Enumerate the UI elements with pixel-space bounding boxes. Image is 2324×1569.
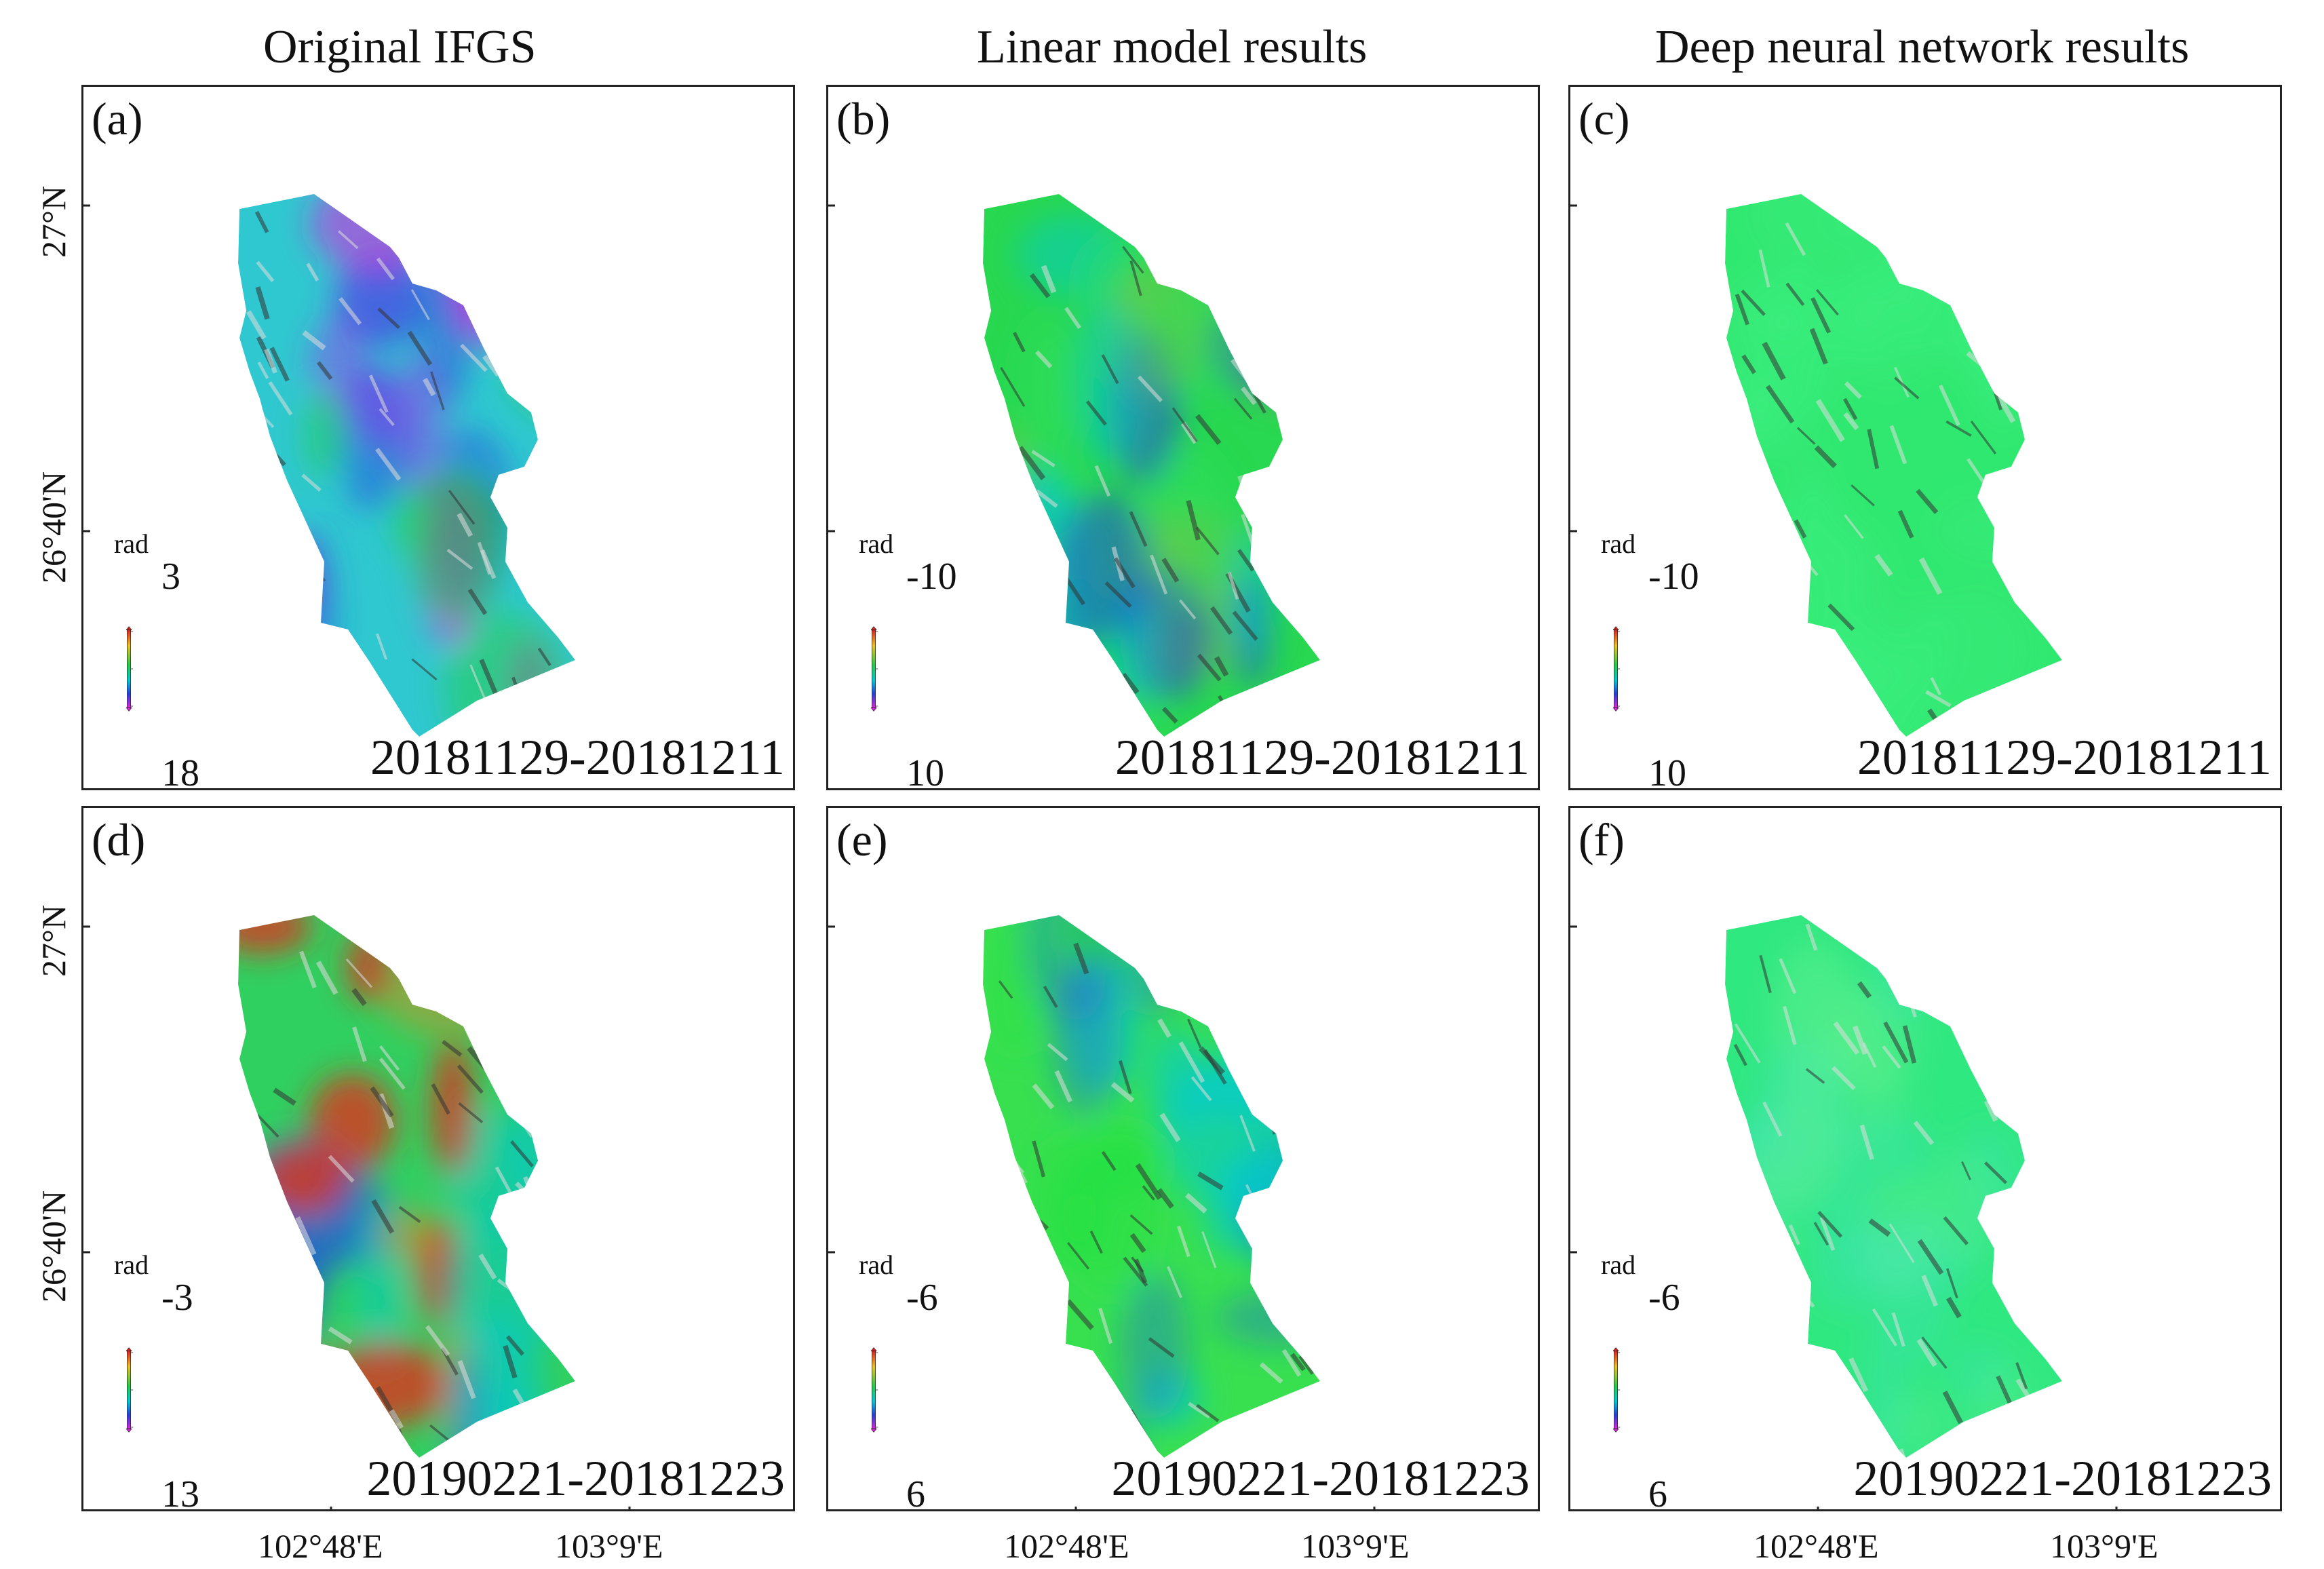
colorbar-max-label: -3 xyxy=(161,1277,193,1319)
lon-label-f: 103°9'E xyxy=(2050,1527,2158,1565)
date-range-label: 20181129-20181211 xyxy=(1115,730,1530,786)
map-panel: (d) 20190221-20181223 rad -3 13 xyxy=(81,806,795,1511)
colorbar-max-label: 3 xyxy=(161,556,180,598)
colorbar-max-label: -10 xyxy=(1648,556,1699,598)
panel-label: (b) xyxy=(836,93,891,144)
lat-label-2640n-top: 26°40'N xyxy=(35,471,73,583)
colorbar-max-label: -10 xyxy=(906,556,957,598)
colorbar-gradient xyxy=(126,626,134,712)
colorbar-min-label: 18 xyxy=(161,752,199,790)
lon-label-a: 102°48'E xyxy=(258,1527,383,1565)
date-range-label: 20181129-20181211 xyxy=(370,730,785,786)
panel-label: (a) xyxy=(92,93,143,144)
colorbar: rad -3 13 xyxy=(114,1249,250,1509)
colorbar-unit-label: rad xyxy=(114,1250,149,1280)
colorbar-gradient xyxy=(126,1347,134,1433)
colorbar-gradient xyxy=(1613,626,1621,712)
interferogram-map xyxy=(83,915,631,1509)
lon-label-b: 103°9'E xyxy=(555,1527,663,1565)
colorbar: rad -10 10 xyxy=(859,528,994,788)
lon-label-e: 102°48'E xyxy=(1754,1527,1879,1565)
date-range-label: 20190221-20181223 xyxy=(1853,1451,2272,1507)
column-title-dnn: Deep neural network results xyxy=(1655,21,2190,73)
interferogram-map xyxy=(828,915,1376,1509)
interferogram-map xyxy=(828,194,1320,737)
colorbar-min-label: 10 xyxy=(906,752,944,790)
panel-label: (f) xyxy=(1579,814,1625,866)
colorbar-min-label: 6 xyxy=(1648,1473,1667,1511)
colorbar-max-label: -6 xyxy=(906,1277,938,1319)
interferogram-map xyxy=(83,194,575,737)
colorbar-gradient xyxy=(1613,1347,1621,1433)
interferogram-map xyxy=(1570,915,2118,1509)
panel-label: (c) xyxy=(1579,93,1630,144)
colorbar-min-label: 13 xyxy=(161,1473,199,1511)
colorbar-unit-label: rad xyxy=(1601,1250,1636,1280)
panel-label: (e) xyxy=(836,814,888,866)
lon-label-c: 102°48'E xyxy=(1004,1527,1129,1565)
colorbar-unit-label: rad xyxy=(114,528,149,559)
map-panel: (f) 20190221-20181223 rad -6 6 xyxy=(1568,806,2282,1511)
lat-label-27n-top: 27°N xyxy=(35,185,73,258)
colorbar: rad 3 18 xyxy=(114,528,250,788)
colorbar-max-label: -6 xyxy=(1648,1277,1680,1319)
date-range-label: 20190221-20181223 xyxy=(366,1451,785,1507)
map-panel: (a) 20181129-20181211 rad 3 18 xyxy=(81,85,795,790)
colorbar-unit-label: rad xyxy=(1601,528,1636,559)
colorbar-unit-label: rad xyxy=(859,528,894,559)
date-range-label: 20190221-20181223 xyxy=(1111,1451,1530,1507)
colorbar: rad -6 6 xyxy=(1601,1249,1737,1509)
column-title-original: Original IFGS xyxy=(263,21,537,73)
colorbar-gradient xyxy=(871,626,878,712)
interferogram-map xyxy=(1570,194,2062,737)
map-panel: (e) 20190221-20181223 rad -6 6 xyxy=(826,806,1540,1511)
colorbar: rad -10 10 xyxy=(1601,528,1737,788)
lat-label-2640n-bottom: 26°40'N xyxy=(35,1190,73,1302)
colorbar-min-label: 6 xyxy=(906,1473,925,1511)
colorbar-gradient xyxy=(871,1347,878,1433)
colorbar-min-label: 10 xyxy=(1648,752,1686,790)
map-panel: (c) 20181129-20181211 rad -10 10 xyxy=(1568,85,2282,790)
colorbar-unit-label: rad xyxy=(859,1250,894,1280)
map-panel: (b) 20181129-20181211 rad -10 10 xyxy=(826,85,1540,790)
column-title-linear: Linear model results xyxy=(977,21,1368,73)
lon-label-d: 103°9'E xyxy=(1301,1527,1410,1565)
panel-label: (d) xyxy=(92,814,146,866)
lat-label-27n-bottom: 27°N xyxy=(35,904,73,977)
date-range-label: 20181129-20181211 xyxy=(1857,730,2272,786)
colorbar: rad -6 6 xyxy=(859,1249,994,1509)
